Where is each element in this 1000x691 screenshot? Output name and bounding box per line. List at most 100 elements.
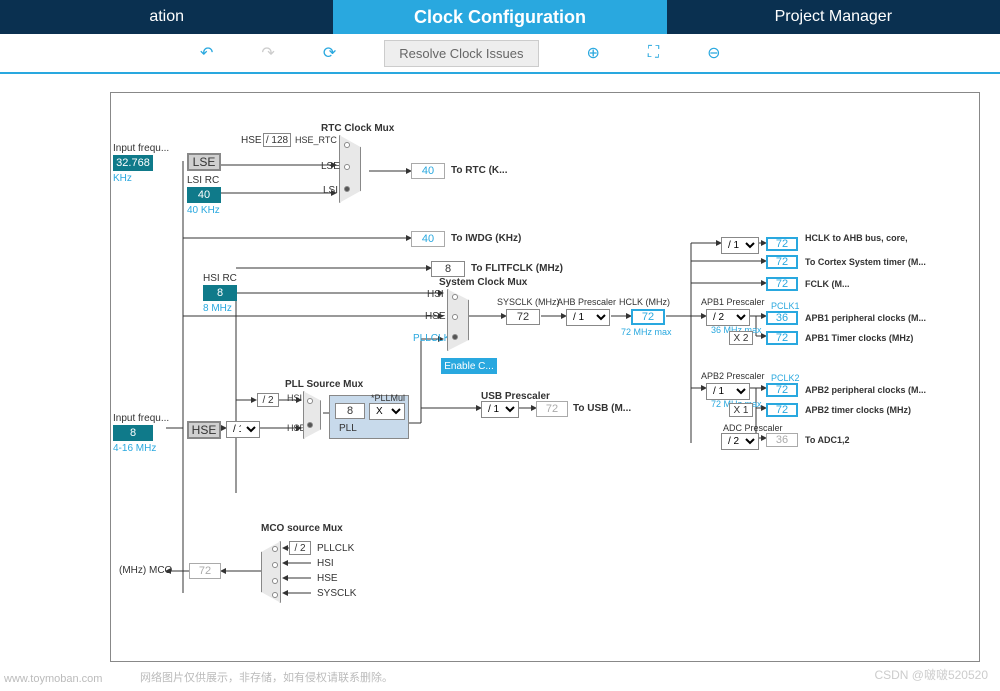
pll-mul-label: *PLLMul xyxy=(371,393,405,403)
tab-clock-config[interactable]: Clock Configuration xyxy=(333,0,666,34)
rtc-mux-opt-lse[interactable] xyxy=(344,164,350,170)
apb2-prescaler[interactable]: / 1 xyxy=(706,383,750,400)
sysclk-value[interactable]: 72 xyxy=(506,309,540,325)
rtc-out-label: To RTC (K... xyxy=(451,165,507,176)
sysmux-hsi: HSI xyxy=(427,289,444,300)
usb-prescaler[interactable]: / 1 xyxy=(481,401,519,418)
sysmux-hse: HSE xyxy=(425,311,446,322)
mco-title: MCO source Mux xyxy=(261,523,343,534)
sysmux-opt-hsi[interactable] xyxy=(452,294,458,300)
lsi-unit: 40 KHz xyxy=(187,205,220,216)
pllsrc-hsi: HSI xyxy=(287,393,302,403)
sysmux-opt-pll[interactable] xyxy=(452,334,458,340)
hse-freq-input[interactable]: 8 xyxy=(113,425,153,441)
ahb-top-sel[interactable]: / 1 xyxy=(721,237,759,254)
fclk-val: 72 xyxy=(766,277,798,291)
iwdg-value: 40 xyxy=(411,231,445,247)
pllsrc-div2: / 2 xyxy=(257,393,279,407)
hse-div[interactable]: / 1 xyxy=(226,421,260,438)
sysmux-title: System Clock Mux xyxy=(439,277,527,288)
rtc-mux-opt-hse[interactable] xyxy=(344,142,350,148)
footer-url: www.toymoban.com xyxy=(4,673,102,685)
enable-css-button[interactable]: Enable C... xyxy=(441,358,497,374)
pclk1-label: PCLK1 xyxy=(771,301,800,311)
toolbar: ↶ ↷ ⟳ Resolve Clock Issues ⊕ ⛶ ⊖ xyxy=(0,34,1000,74)
apb1-label: APB1 Prescaler xyxy=(701,297,765,307)
pllsrc-opt-hsi[interactable] xyxy=(307,398,313,404)
mco-opt-pll[interactable] xyxy=(272,546,278,552)
apb1-prescaler[interactable]: / 2 xyxy=(706,309,750,326)
lsi-value: 40 xyxy=(187,187,221,203)
sysmux-opt-hse[interactable] xyxy=(452,314,458,320)
hclk-label: HCLK (MHz) xyxy=(619,297,670,307)
flitf-value: 8 xyxy=(431,261,465,277)
pll-mul[interactable]: X 9 xyxy=(369,403,405,420)
tab-project-manager[interactable]: Project Manager xyxy=(667,0,1000,34)
zoom-out-icon[interactable]: ⊖ xyxy=(707,43,720,63)
rtc-mux-opt-lsi[interactable] xyxy=(344,186,350,192)
pclk2-label: PCLK2 xyxy=(771,373,800,383)
tab-left[interactable]: ation xyxy=(0,0,333,34)
mco-opt-hsi[interactable] xyxy=(272,562,278,568)
mco-div2: / 2 xyxy=(289,541,311,555)
pll-source-mux[interactable] xyxy=(303,391,321,439)
ahb-label: AHB Prescaler xyxy=(557,297,616,307)
lse-value[interactable]: 32.768 xyxy=(113,155,153,171)
hse-input-label: Input frequ... xyxy=(113,413,169,424)
fit-icon[interactable]: ⛶ xyxy=(648,44,659,62)
redo-icon[interactable]: ↷ xyxy=(261,43,274,63)
adc-to: To ADC1,2 xyxy=(805,435,850,445)
pll-value[interactable]: 8 xyxy=(335,403,365,419)
apb2-periph-val: 72 xyxy=(766,383,798,397)
undo-icon[interactable]: ↶ xyxy=(200,43,213,63)
apb2-periph-to: APB2 peripheral clocks (M... xyxy=(805,385,926,395)
rtc-lse-opt: LSE xyxy=(321,161,340,172)
lse-button[interactable]: LSE xyxy=(187,153,221,171)
hsi-label: HSI RC xyxy=(203,273,237,284)
mco-hsi: HSI xyxy=(317,558,334,569)
sysclk-label: SYSCLK (MHz) xyxy=(497,297,560,307)
hsi-unit: 8 MHz xyxy=(203,303,232,314)
hclk-value[interactable]: 72 xyxy=(631,309,665,325)
rtc-lsi-opt: LSI xyxy=(323,185,338,196)
apb1-x2: X 2 xyxy=(729,331,753,345)
cortex-to: To Cortex System timer (M... xyxy=(805,257,926,267)
apb2-timer-val: 72 xyxy=(766,403,798,417)
lse-unit: KHz xyxy=(113,173,132,184)
watermark: CSDN @啵啵520520 xyxy=(874,666,988,683)
rtc-mux[interactable] xyxy=(339,135,361,203)
mco-value: 72 xyxy=(189,563,221,579)
sysmux-pllclk: PLLCLK xyxy=(413,333,450,344)
zoom-in-icon[interactable]: ⊕ xyxy=(587,43,600,63)
adc-prescaler[interactable]: / 2 xyxy=(721,433,759,450)
mco-sysclk: SYSCLK xyxy=(317,588,356,599)
system-clock-mux[interactable] xyxy=(447,289,469,351)
resolve-button[interactable]: Resolve Clock Issues xyxy=(384,40,538,67)
apb1-timer-val: 72 xyxy=(766,331,798,345)
fclk-to: FCLK (M... xyxy=(805,279,850,289)
mco-opt-hse[interactable] xyxy=(272,578,278,584)
pll-name: PLL xyxy=(339,423,357,434)
iwdg-label: To IWDG (KHz) xyxy=(451,233,521,244)
apb2-x1: X 1 xyxy=(729,403,753,417)
mco-mux[interactable] xyxy=(261,541,281,603)
ahb-prescaler[interactable]: / 1 xyxy=(566,309,610,326)
pllsrc-hse: HSE xyxy=(287,423,306,433)
hse-unit: 4-16 MHz xyxy=(113,443,156,454)
flitf-label: To FLITFCLK (MHz) xyxy=(471,263,563,274)
adc-label: ADC Prescaler xyxy=(723,423,783,433)
mco-pllclk: PLLCLK xyxy=(317,543,354,554)
rtc-div128: / 128 xyxy=(263,133,291,147)
clock-diagram[interactable]: Input frequ... 32.768 KHz LSE LSI RC 40 … xyxy=(110,92,980,662)
rtc-hse-label: HSE xyxy=(241,135,262,146)
top-tabs: ation Clock Configuration Project Manage… xyxy=(0,0,1000,34)
apb2-timer-to: APB2 timer clocks (MHz) xyxy=(805,405,911,415)
refresh-icon[interactable]: ⟳ xyxy=(323,43,336,63)
pllsrc-opt-hse[interactable] xyxy=(307,422,313,428)
usb-to: To USB (M... xyxy=(573,403,631,414)
mco-opt-sysclk[interactable] xyxy=(272,592,278,598)
hsi-value: 8 xyxy=(203,285,237,301)
apb2-label: APB2 Prescaler xyxy=(701,371,765,381)
hse-button[interactable]: HSE xyxy=(187,421,221,439)
adc-val: 36 xyxy=(766,433,798,447)
